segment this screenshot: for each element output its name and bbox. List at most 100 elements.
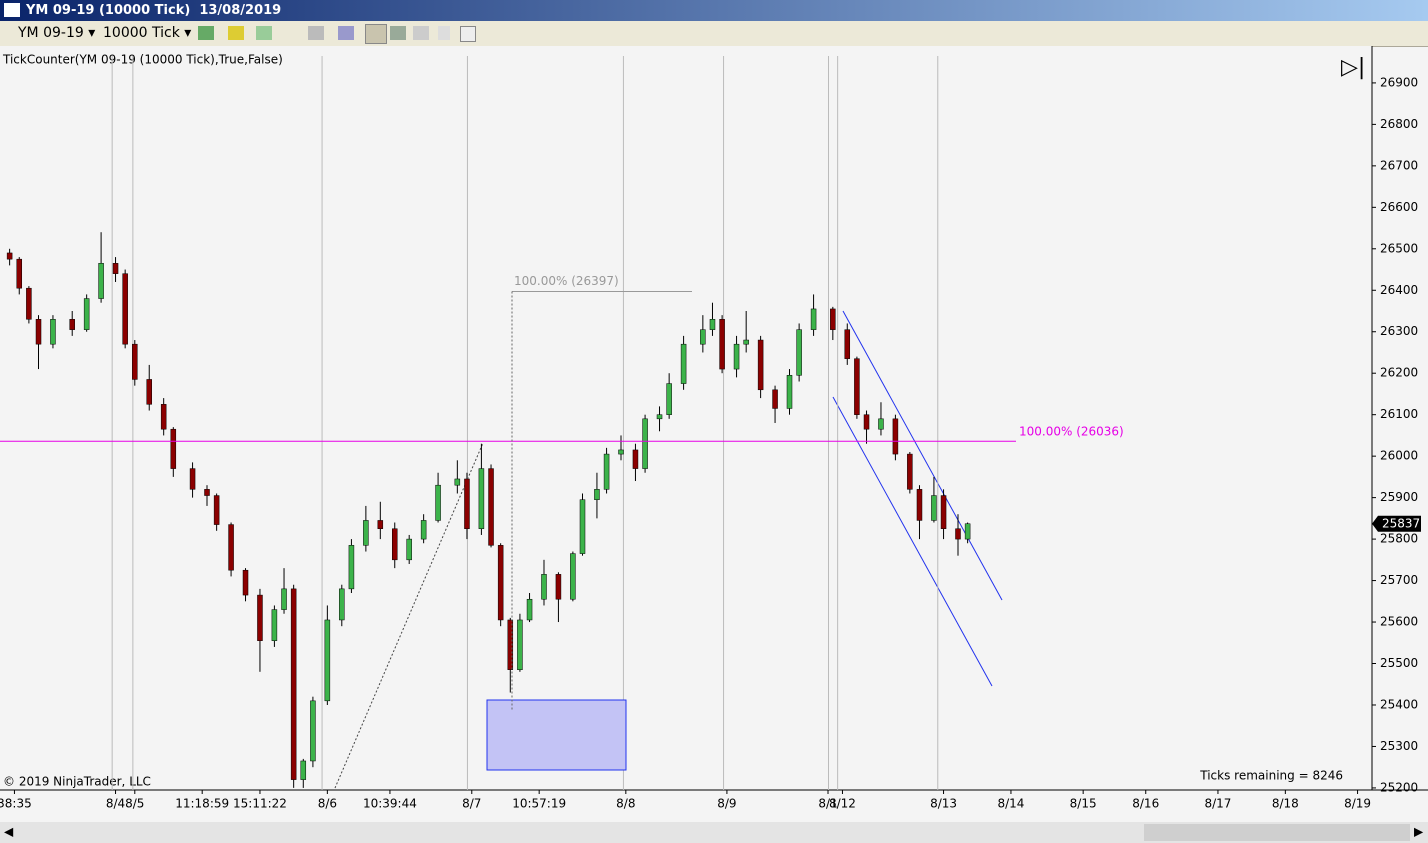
props-button[interactable] <box>460 26 476 42</box>
candle-body <box>878 418 884 430</box>
y-tick-label: 26800 <box>1380 117 1418 131</box>
candle-body <box>656 414 663 420</box>
file-button[interactable] <box>438 26 450 40</box>
candle-body <box>541 574 547 600</box>
ticks-remaining: Ticks remaining = 8246 <box>1199 769 1343 783</box>
candle-body <box>204 489 210 496</box>
draw-button[interactable] <box>228 26 244 40</box>
x-tick-label: 8/7 <box>462 797 481 811</box>
x-tick-label: 8/4 <box>106 797 125 811</box>
y-tick-label: 25600 <box>1380 615 1418 629</box>
candle-body <box>709 319 716 330</box>
candle-body <box>377 520 384 529</box>
plot-area <box>0 46 1372 790</box>
toolbar: YM 09-19 ▾ 10000 Tick ▾ <box>0 21 1428 47</box>
x-tick-label: 8/1 <box>818 797 837 811</box>
x-tick-label: 8/14 <box>997 797 1024 811</box>
candle-body <box>810 308 817 330</box>
candle-body <box>257 594 263 641</box>
candle-body <box>16 258 23 289</box>
y-tick-label: 26400 <box>1380 283 1418 297</box>
candle-body <box>830 308 836 330</box>
chart: ◀ ▶ TickCounter(YM 09-19 (10000 Tick),Tr… <box>0 46 1428 843</box>
candle-body <box>454 478 461 486</box>
mode-button[interactable] <box>365 24 387 44</box>
y-tick-label: 26100 <box>1380 407 1418 421</box>
y-tick-label: 26600 <box>1380 200 1418 214</box>
scrollbar[interactable] <box>0 822 1428 843</box>
candle-body <box>242 569 249 596</box>
zoom-button[interactable] <box>338 26 354 40</box>
candle-body <box>271 609 278 641</box>
x-tick-label: 8/18 <box>1272 797 1299 811</box>
candle-body <box>964 523 971 540</box>
candle-body <box>680 343 687 384</box>
x-tick-label: 8/9 <box>717 797 736 811</box>
candle-body <box>98 263 104 299</box>
y-tick-label: 25500 <box>1380 656 1418 670</box>
y-tick-label: 26200 <box>1380 366 1418 380</box>
y-tick-label: 25200 <box>1380 780 1418 794</box>
candle-body <box>6 252 13 260</box>
scroll-end[interactable]: ▷| <box>1341 55 1365 80</box>
candle-body <box>955 528 961 540</box>
candle-body <box>310 700 316 762</box>
candle-body <box>916 489 923 521</box>
y-tick-label: 25900 <box>1380 490 1418 504</box>
candle-body <box>420 520 427 540</box>
candle-body <box>281 588 287 610</box>
candle-body <box>112 263 119 274</box>
candle-body <box>122 273 128 345</box>
cursor-button[interactable] <box>308 26 324 40</box>
candle-body <box>907 453 913 490</box>
x-tick-label: 8/12 <box>829 797 856 811</box>
candle-body <box>733 343 740 370</box>
candle-body <box>488 468 494 546</box>
y-tick-label: 26000 <box>1380 449 1418 463</box>
chart-button[interactable] <box>413 26 429 40</box>
candle-body <box>603 453 610 490</box>
candle-body <box>517 619 523 670</box>
x-tick-label: 15:11:22 <box>233 797 287 811</box>
candle-body <box>863 414 870 430</box>
interval-select[interactable]: 10000 Tick ▾ <box>103 25 192 41</box>
indicator-button[interactable] <box>256 26 272 40</box>
candle-body <box>618 449 624 455</box>
x-tick-label: 8/13 <box>930 797 957 811</box>
data-button[interactable] <box>390 26 406 40</box>
level-label: 100.00% (26036) <box>1019 425 1124 439</box>
y-tick-label: 25800 <box>1380 532 1418 546</box>
scroll-thumb[interactable] <box>1144 824 1410 841</box>
candle-body <box>507 619 514 670</box>
trend-line <box>334 442 484 789</box>
candle-body <box>892 418 899 455</box>
interval: 10000 Tick <box>103 25 180 41</box>
channel-upper <box>842 310 1003 601</box>
y-tick-label: 25700 <box>1380 573 1418 587</box>
y-tick-label: 26300 <box>1380 324 1418 338</box>
candle-body <box>83 298 90 330</box>
candle-body <box>844 329 851 359</box>
candle-body <box>786 375 793 409</box>
candle-body <box>69 319 75 330</box>
candle-body <box>290 588 297 780</box>
candle-body <box>170 428 177 469</box>
candle-body <box>931 495 937 521</box>
candle-body <box>160 404 167 430</box>
candle-body <box>579 499 586 554</box>
candle-body <box>189 468 196 490</box>
x-tick-label: 10:57:19 <box>512 797 566 811</box>
instrument-select[interactable]: YM 09-19 ▾ <box>18 25 96 41</box>
scroll-left[interactable]: ◀ <box>4 825 14 839</box>
candle-body <box>392 528 398 561</box>
scroll-right[interactable]: ▶ <box>1414 825 1424 839</box>
bar-type-button[interactable] <box>198 26 214 40</box>
zone-rectangle <box>486 699 627 771</box>
x-tick-label: 8/15 <box>1070 797 1097 811</box>
candle-body <box>213 495 220 525</box>
level-label: 100.00% (26397) <box>514 274 619 288</box>
candle-body <box>555 574 562 600</box>
candle-body <box>478 468 485 529</box>
candle-body <box>940 495 947 529</box>
y-tick-label: 26700 <box>1380 158 1418 172</box>
